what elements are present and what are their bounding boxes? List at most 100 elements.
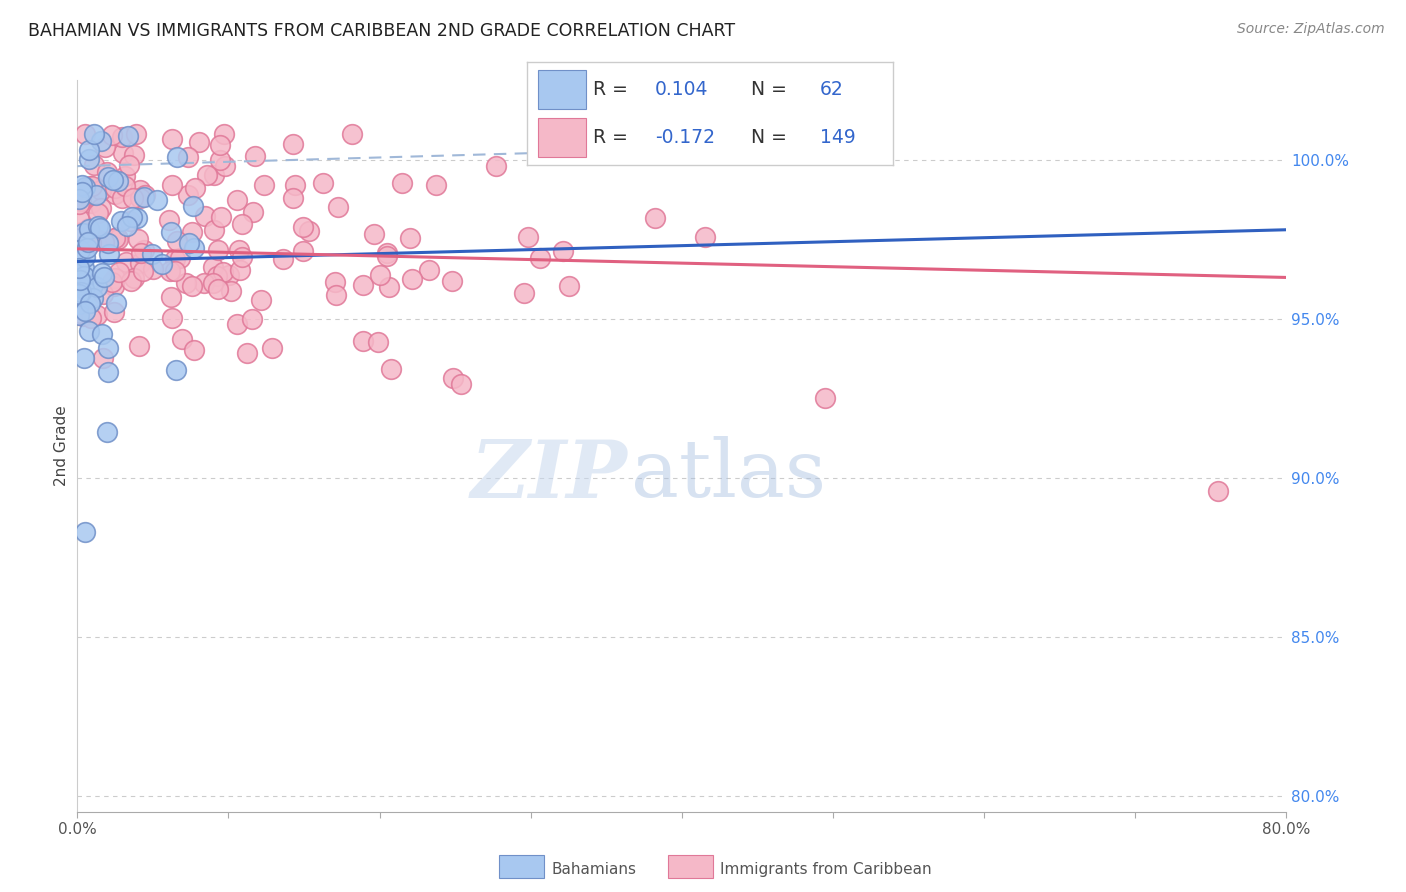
Point [176,187,198,202]
Point [104,296,127,310]
Point [90,134,112,148]
Point [72,225,94,239]
Point [1208,483,1230,498]
Point [120,274,142,288]
Point [67,308,90,322]
Point [108,265,131,279]
Point [82,291,104,305]
Point [107,174,129,188]
Point [391,176,413,190]
Point [125,211,148,226]
Point [440,275,463,289]
Point [162,311,184,326]
Point [97,365,120,379]
Point [73,261,96,276]
Point [107,232,129,246]
Point [86,219,108,234]
Point [121,211,143,225]
Point [177,150,200,164]
Point [111,146,134,161]
Text: N =: N = [740,79,793,99]
Point [75,179,97,194]
Point [312,176,335,190]
Point [218,268,240,282]
Point [79,196,101,211]
Point [380,361,402,376]
Point [122,191,145,205]
Point [79,295,101,310]
Point [101,128,124,142]
Point [146,193,169,207]
Point [163,252,186,267]
Point [181,279,204,293]
Point [425,178,447,193]
Point [69,306,91,320]
Point [291,220,314,235]
Point [165,363,187,377]
Point [243,149,266,163]
Point [202,260,225,274]
Point [73,282,96,296]
Point [110,214,132,228]
Point [73,351,96,365]
Point [163,263,186,277]
Point [128,255,150,269]
Point [73,524,96,539]
Point [221,285,243,299]
Point [91,327,114,342]
Point [271,252,294,267]
Point [73,128,96,142]
Bar [538,118,586,157]
Point [114,169,136,184]
Point [159,264,181,278]
Point [212,265,235,279]
Point [122,148,145,162]
Point [557,278,579,293]
Point [117,128,139,143]
Point [212,128,235,142]
Point [693,229,716,244]
Point [513,285,536,300]
Point [132,264,155,278]
Point [179,235,201,250]
Point [89,221,111,235]
Text: atlas: atlas [631,436,827,515]
Text: -0.172: -0.172 [655,128,716,147]
Point [67,211,90,226]
Point [441,371,464,385]
Point [97,246,120,260]
Point [72,276,94,290]
Point [93,270,115,285]
Point [69,243,91,257]
Point [281,137,304,152]
Text: 149: 149 [820,128,855,147]
Text: ZIP: ZIP [471,436,627,514]
Text: 0.104: 0.104 [655,79,709,99]
Point [83,128,105,142]
Point [125,128,148,142]
Point [529,252,551,266]
Point [231,250,253,264]
Point [103,279,125,293]
Point [118,158,141,172]
Point [170,332,193,346]
Point [328,200,350,214]
Point [183,241,205,255]
Point [97,341,120,355]
Point [214,159,236,173]
Point [193,277,215,291]
Point [82,278,104,293]
Point [551,244,574,258]
Text: R =: R = [593,128,634,147]
Point [127,232,149,246]
Point [87,233,110,247]
Point [240,312,263,326]
Point [166,234,188,248]
Point [77,152,100,166]
Point [103,187,125,202]
Point [67,297,90,311]
Point [115,219,138,233]
Point [166,150,188,164]
Point [80,178,103,193]
Point [226,193,249,207]
